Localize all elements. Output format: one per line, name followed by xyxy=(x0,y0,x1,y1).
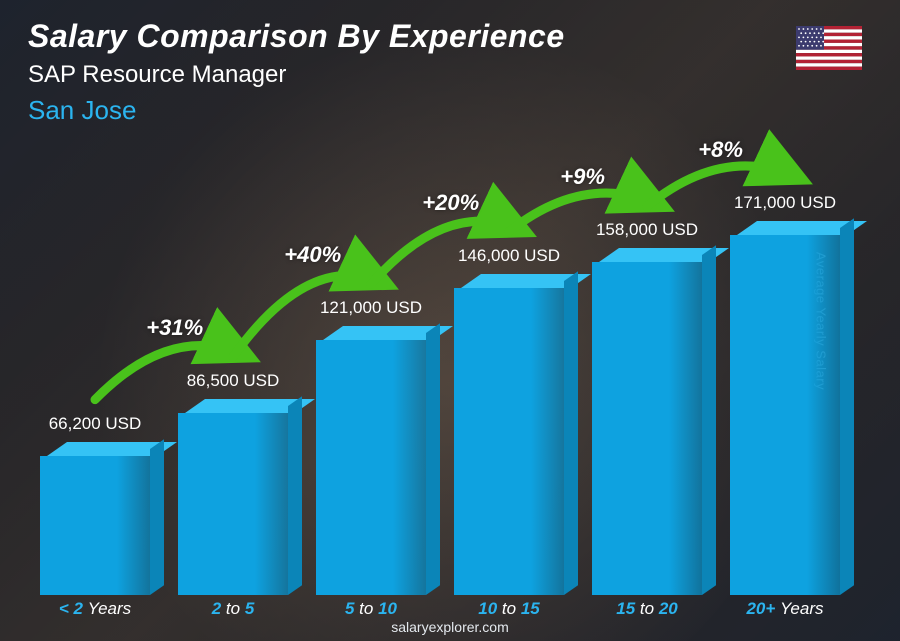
bar-group: 86,500 USD xyxy=(178,371,288,581)
bar xyxy=(592,248,702,581)
bar xyxy=(316,326,426,581)
us-flag-icon xyxy=(796,26,862,70)
chart-title: Salary Comparison By Experience xyxy=(28,18,872,55)
bar-value-label: 171,000 USD xyxy=(734,193,836,213)
percent-increase-label: +31% xyxy=(146,315,203,341)
bar xyxy=(730,221,840,581)
bar-group: 171,000 USD xyxy=(730,193,840,581)
percent-increase-label: +8% xyxy=(698,137,743,163)
bar-group: 158,000 USD xyxy=(592,220,702,581)
x-axis-label: 5 to 10 xyxy=(316,599,426,619)
x-axis-label: 10 to 15 xyxy=(454,599,564,619)
x-axis-label: 15 to 20 xyxy=(592,599,702,619)
chart-location: San Jose xyxy=(28,95,872,126)
x-axis-label: 2 to 5 xyxy=(178,599,288,619)
footer-attribution: salaryexplorer.com xyxy=(0,619,900,635)
chart-subtitle: SAP Resource Manager xyxy=(28,61,872,89)
bar xyxy=(178,399,288,581)
bar-value-label: 146,000 USD xyxy=(458,246,560,266)
bar-group: 66,200 USD xyxy=(40,414,150,581)
bar-value-label: 158,000 USD xyxy=(596,220,698,240)
x-axis-labels: < 2 Years 2 to 5 5 to 10 10 to 15 15 to 20 20… xyxy=(40,599,840,619)
bar-value-label: 66,200 USD xyxy=(49,414,142,434)
header: Salary Comparison By Experience SAP Reso… xyxy=(28,18,872,126)
percent-increase-label: +20% xyxy=(422,190,479,216)
percent-increase-label: +9% xyxy=(560,164,605,190)
bar-value-label: 121,000 USD xyxy=(320,298,422,318)
bar-group: 146,000 USD xyxy=(454,246,564,581)
x-axis-label: 20+ Years xyxy=(730,599,840,619)
bar-group: 121,000 USD xyxy=(316,298,426,581)
percent-increase-label: +40% xyxy=(284,242,341,268)
bar-value-label: 86,500 USD xyxy=(187,371,280,391)
bar xyxy=(454,274,564,581)
bar xyxy=(40,442,150,581)
x-axis-label: < 2 Years xyxy=(40,599,150,619)
